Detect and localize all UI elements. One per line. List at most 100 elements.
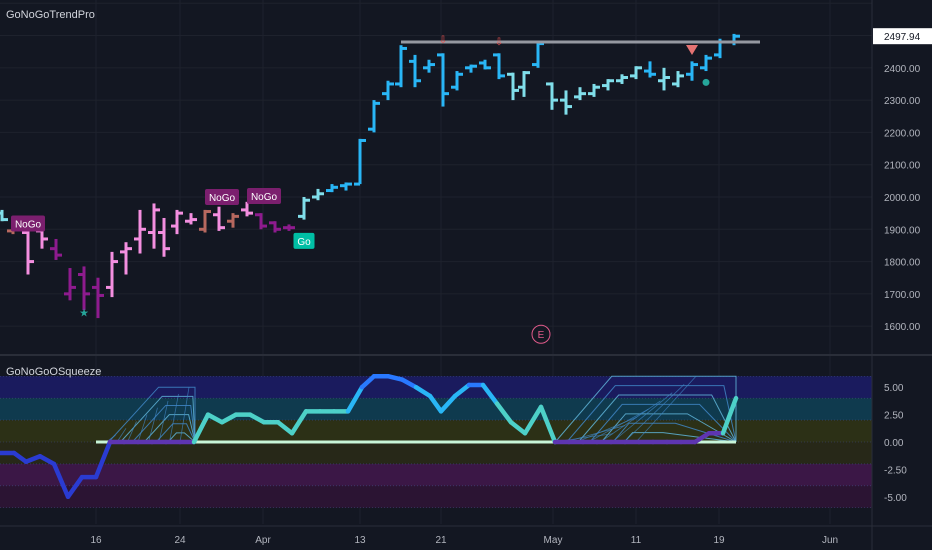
squeeze-grid-line bbox=[623, 384, 685, 443]
time-tick-label: Jun bbox=[822, 535, 838, 546]
ohlc-bar bbox=[227, 213, 239, 228]
price-tick-label: 2000.00 bbox=[884, 193, 921, 204]
last-price-label: 2497.94 bbox=[884, 32, 921, 43]
oscillator-band bbox=[0, 442, 872, 464]
oscillator-tick-label: 2.50 bbox=[884, 411, 904, 422]
time-tick-label: 13 bbox=[354, 535, 366, 546]
time-tick-label: 19 bbox=[713, 535, 725, 546]
squeeze-grid-line bbox=[167, 432, 196, 443]
nogo-signal-label: NoGo bbox=[209, 193, 236, 204]
squeeze-grid-line bbox=[612, 422, 737, 443]
oscillator-segment bbox=[345, 384, 365, 414]
ohlc-bar bbox=[0, 209, 8, 222]
main-chart-title: GoNoGoTrendPro bbox=[6, 9, 95, 21]
ohlc-bar bbox=[340, 182, 352, 191]
squeeze-grid-line bbox=[600, 400, 661, 443]
ohlc-bar bbox=[326, 184, 338, 193]
ohlc-bar bbox=[120, 242, 132, 275]
ohlc-bar bbox=[451, 71, 463, 91]
time-tick-label: 16 bbox=[90, 535, 102, 546]
go-signal-label: Go bbox=[297, 237, 311, 248]
squeeze-grid-line bbox=[155, 423, 196, 443]
oscillator-segment bbox=[65, 474, 85, 500]
ohlc-bar bbox=[283, 224, 295, 231]
squeeze-grid-line bbox=[148, 407, 158, 443]
annotations: ★ ⇩ ⇩ NoGo NoGo NoGo Go E bbox=[11, 35, 760, 344]
time-tick-label: Apr bbox=[255, 535, 271, 546]
time-tick-label: 11 bbox=[631, 535, 642, 546]
ohlc-bar bbox=[199, 209, 211, 233]
earnings-marker[interactable] bbox=[531, 324, 551, 344]
ohlc-bar bbox=[185, 213, 197, 225]
squeeze-grid-line bbox=[589, 403, 737, 443]
oscillator-segment bbox=[93, 439, 113, 480]
price-tick-label: 1900.00 bbox=[884, 225, 921, 236]
squeeze-grid-line bbox=[611, 392, 673, 443]
ohlc-bar bbox=[686, 61, 698, 81]
dot-marker-icon bbox=[702, 78, 710, 86]
ohlc-bar bbox=[134, 209, 146, 254]
nogo-signal-tag bbox=[11, 215, 45, 232]
ohlc-bar bbox=[423, 59, 435, 73]
ohlc-bar bbox=[148, 203, 160, 249]
ohlc-bar bbox=[658, 67, 670, 91]
oscillator-segment bbox=[399, 377, 419, 390]
ohlc-bar bbox=[92, 277, 104, 319]
squeeze-grid-line bbox=[564, 425, 625, 443]
oscillator-segment bbox=[23, 453, 43, 464]
squeeze-grid-line bbox=[108, 386, 196, 443]
squeeze-grid-line bbox=[127, 421, 137, 443]
ohlc-bar bbox=[298, 196, 310, 220]
ohlc-bar bbox=[409, 54, 421, 88]
ohlc-bar bbox=[255, 213, 267, 230]
oscillator-band bbox=[0, 485, 872, 508]
ohlc-bar bbox=[532, 41, 544, 68]
ohlc-bar bbox=[560, 90, 572, 115]
ohlc-bar bbox=[312, 188, 324, 201]
arrow-down-marker-icon: ⇩ bbox=[495, 37, 503, 48]
oscillator-segment bbox=[427, 393, 444, 414]
oscillator-line bbox=[0, 373, 739, 500]
price-tick-label: 2100.00 bbox=[884, 161, 921, 172]
oscillator-tick-label: -2.50 bbox=[884, 465, 907, 476]
time-tick-label: May bbox=[544, 535, 563, 546]
nogo-signal-label: NoGo bbox=[15, 219, 42, 230]
oscillator-segment bbox=[494, 401, 514, 425]
oscillator-segment bbox=[438, 393, 458, 414]
oscillator-bands bbox=[0, 375, 872, 509]
oscillator-segment bbox=[359, 373, 377, 390]
oscillator-segment bbox=[385, 373, 405, 382]
oscillator-band bbox=[0, 420, 872, 442]
nogo-signal-label: NoGo bbox=[251, 192, 278, 203]
ohlc-bar bbox=[602, 79, 614, 91]
oscillator-segment bbox=[720, 395, 739, 436]
ohlc-bar bbox=[78, 266, 90, 311]
oscillator-tick-label: 0.00 bbox=[884, 438, 904, 449]
price-tick-label: 2200.00 bbox=[884, 128, 921, 139]
oscillator-tick-label: 5.00 bbox=[884, 383, 904, 394]
oscillator-segment bbox=[219, 412, 239, 425]
oscillator-segment bbox=[522, 404, 544, 436]
ohlc-bar bbox=[574, 87, 586, 101]
arrow-down-marker-icon: ⇩ bbox=[439, 35, 447, 46]
ohlc-bar bbox=[382, 80, 394, 101]
squeeze-grid-line bbox=[169, 393, 179, 443]
ohlc-bar bbox=[616, 74, 628, 84]
ohlc-bar bbox=[630, 66, 642, 80]
price-tick-label: 1800.00 bbox=[884, 258, 921, 269]
oscillator-segment bbox=[247, 412, 267, 425]
squeeze-grid-line bbox=[158, 400, 169, 443]
ohlc-bar bbox=[518, 71, 530, 97]
ohlc-bar bbox=[368, 100, 380, 133]
oscillator-segment bbox=[289, 409, 309, 436]
ohlc-bar bbox=[213, 206, 225, 231]
oscillator-segment bbox=[413, 384, 433, 399]
time-tick-label: 21 bbox=[435, 535, 447, 546]
ohlc-bar bbox=[50, 238, 62, 260]
oscillator-segment bbox=[37, 453, 57, 467]
oscillator-segment bbox=[480, 382, 500, 406]
oscillator-segment bbox=[452, 382, 472, 399]
oscillator-segment bbox=[508, 420, 528, 436]
